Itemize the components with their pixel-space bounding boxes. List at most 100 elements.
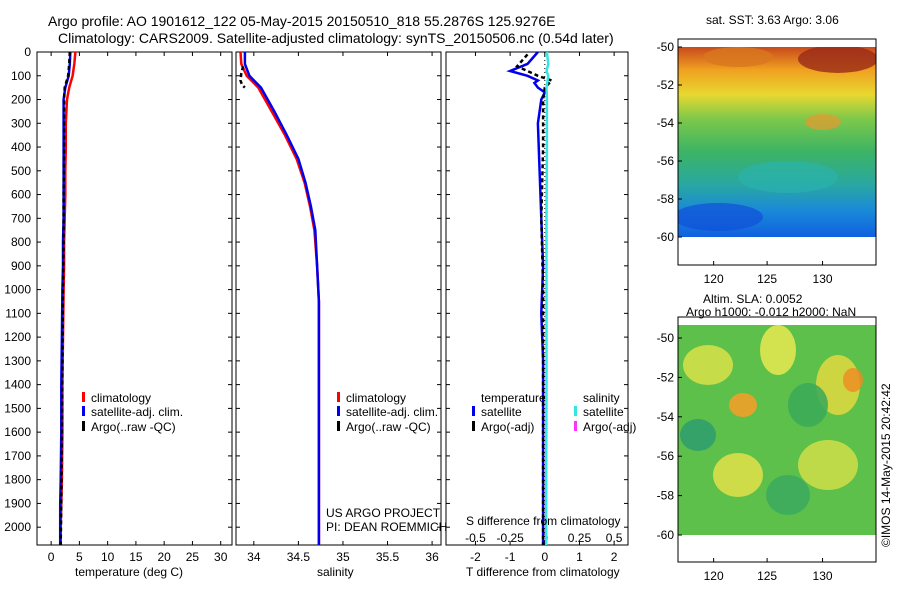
diff-legend-sal-satellite: satellite — [574, 405, 624, 419]
header-line-2: Climatology: CARS2009. Satellite-adjuste… — [58, 30, 614, 46]
sal-legend-satellite: satellite-adj. clim. — [337, 405, 438, 419]
sst-warm-patch — [798, 47, 876, 73]
x-tick-label: 25 — [186, 550, 200, 564]
difference-panel: -2 -1 0 1 2-0.5 -0.25 0 0.25 0.5 — [445, 51, 629, 564]
sal-legend-climatology: climatology — [337, 391, 406, 405]
salinity-panel: 34 34.5 35 35.5 36 — [235, 51, 442, 564]
sla-low-patch — [766, 475, 810, 515]
diff-legend-temp-satellite: satellite — [472, 405, 522, 419]
depth-tick-label: 1100 — [5, 306, 31, 320]
legend-swatch-black — [337, 421, 340, 431]
x-tick-label: -1 — [505, 550, 516, 564]
x-tick-label: 34.5 — [287, 550, 311, 564]
sla-map — [678, 325, 876, 535]
lat-tick-label: -56 — [657, 154, 675, 168]
depth-tick-label: 1300 — [4, 354, 31, 368]
lon-tick-label: 125 — [757, 569, 777, 583]
series-line-argo-raw-qc- — [239, 65, 246, 89]
legend-swatch-cyan — [574, 406, 577, 416]
sla-map-title-2: Argo h1000: -0.012 h2000: NaN — [686, 305, 857, 319]
x-tick-label: 15 — [129, 550, 143, 564]
temperature-panel: 0100200300400500600700800900100011001200… — [4, 45, 233, 564]
sla-low-patch — [788, 383, 828, 427]
lat-tick-label: -50 — [657, 331, 675, 345]
depth-tick-label: 700 — [11, 211, 31, 225]
sal-legend-argo: Argo(..raw -QC) — [337, 420, 431, 434]
legend-swatch-blue — [472, 406, 475, 416]
lat-tick-label: -54 — [657, 116, 675, 130]
header-line-1: Argo profile: AO 1901612_122 05-May-2015… — [48, 13, 556, 29]
project-annotation-2: PI: DEAN ROEMMICH — [326, 520, 448, 534]
depth-tick-label: 200 — [11, 93, 31, 107]
top-tick-label: 0.25 — [568, 531, 592, 545]
top-tick-label: 0.5 — [606, 531, 623, 545]
diff-legend-temp-header: temperature — [481, 391, 546, 405]
sal-xaxis-label: salinity — [317, 565, 354, 579]
series-line-salinity-satellite — [544, 51, 550, 545]
sla-high-patch — [713, 453, 763, 497]
sst-warm-patch — [805, 114, 841, 130]
temp-legend-satellite: satellite-adj. clim. — [82, 405, 183, 419]
sla-high-patch — [798, 440, 858, 490]
imos-credit: ©IMOS 14-May-2015 20:42:42 — [879, 383, 893, 547]
sst-map-axes-svg: -50 -52 -54 -56 -58 -60 120 125 130 — [657, 38, 877, 286]
lat-tick-label: -58 — [657, 192, 675, 206]
sla-low-patch — [680, 419, 716, 451]
depth-tick-label: 1700 — [4, 449, 31, 463]
sla-map-title-1: Altim. SLA: 0.0052 — [703, 292, 803, 306]
depth-tick-label: 1200 — [4, 330, 31, 344]
legend-swatch-black — [82, 421, 85, 431]
lon-tick-label: 120 — [704, 272, 724, 286]
plot-frame — [235, 51, 442, 546]
diff-legend-sal-header: salinity — [583, 391, 620, 405]
depth-tick-label: 1000 — [4, 283, 31, 297]
series-line-temperature-argo-adj- — [515, 53, 554, 545]
temp-xaxis-label: temperature (deg C) — [75, 565, 184, 579]
legend-swatch-blue — [82, 406, 85, 416]
temp-legend-climatology: climatology — [82, 391, 151, 405]
lat-tick-label: -60 — [657, 528, 675, 542]
depth-tick-label: 1600 — [4, 425, 31, 439]
diff-legend-temp-argo: Argo(-adj) — [472, 420, 534, 434]
x-tick-label: 0 — [541, 550, 548, 564]
lat-tick-label: -58 — [657, 489, 675, 503]
depth-tick-label: 1500 — [4, 401, 31, 415]
depth-tick-label: 400 — [11, 140, 31, 154]
series-line-climatology — [239, 51, 321, 545]
legend-swatch-red — [82, 392, 85, 402]
series-line-argo-raw-qc- — [59, 51, 72, 546]
temp-legend-argo: Argo(..raw -QC) — [82, 420, 176, 434]
plot-frame — [36, 51, 233, 546]
x-tick-label: 30 — [214, 550, 228, 564]
x-tick-label: 1 — [576, 550, 583, 564]
sla-map-axes-svg: -50 -52 -54 -56 -58 -60 120 125 130 — [657, 316, 877, 583]
legend-swatch-red — [337, 392, 340, 402]
sst-cool-patch — [738, 161, 838, 193]
sla-high-patch — [729, 393, 757, 417]
series-line-temperature-satellite — [506, 51, 547, 545]
depth-tick-label: 1900 — [4, 496, 31, 510]
depth-tick-label: 100 — [11, 69, 31, 83]
legend-swatch-blue — [337, 406, 340, 416]
depth-tick-label: 1800 — [4, 473, 31, 487]
diff-legend-sal-argo: Argo(-adj) — [574, 420, 636, 434]
lon-tick-label: 130 — [813, 569, 833, 583]
lat-tick-label: -60 — [657, 230, 675, 244]
depth-tick-label: 2000 — [4, 520, 31, 534]
top-tick-label: -0.5 — [465, 531, 486, 545]
legend-swatch-black — [472, 421, 475, 431]
depth-tick-label: 600 — [11, 188, 31, 202]
x-tick-label: 5 — [76, 550, 83, 564]
map-frame — [677, 38, 877, 266]
depth-tick-label: 500 — [11, 164, 31, 178]
x-tick-label: 36 — [425, 550, 439, 564]
sla-high-patch — [683, 345, 733, 385]
legend-swatch-magenta — [574, 421, 577, 431]
profile-plots: 0100200300400500600700800900100011001200… — [4, 45, 629, 564]
x-tick-label: 2 — [611, 550, 618, 564]
sst-cool-patch — [678, 203, 763, 231]
sla-high-patch — [843, 368, 863, 392]
sla-high-patch — [760, 325, 796, 375]
sst-map — [678, 47, 876, 237]
sst-warm-patch — [703, 47, 773, 67]
